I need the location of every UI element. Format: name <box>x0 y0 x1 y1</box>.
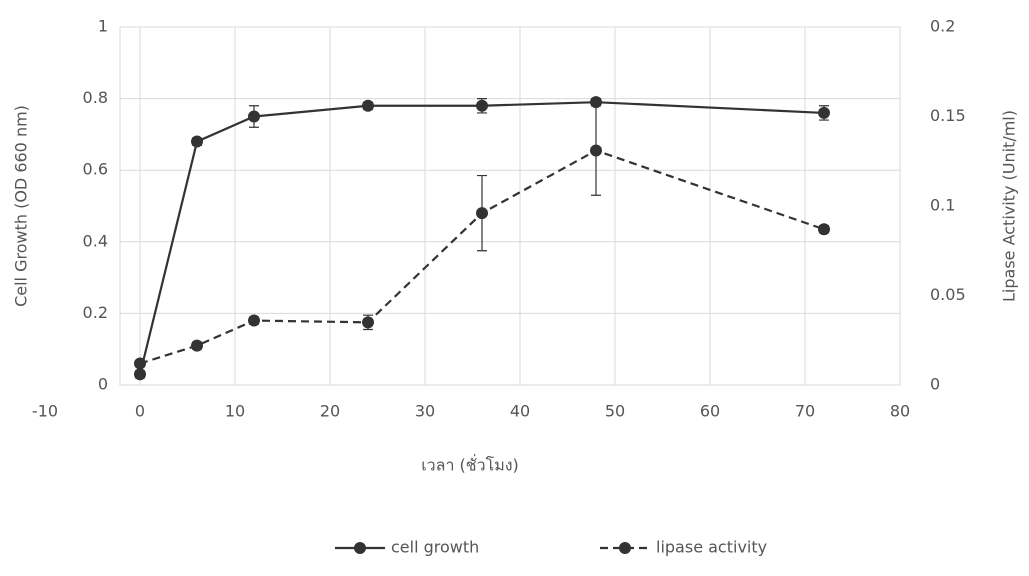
x-tick-label: 50 <box>605 402 625 421</box>
legend-marker <box>354 542 366 554</box>
y-tick-label: 0.6 <box>83 160 108 179</box>
data-point <box>818 107 830 119</box>
x-tick-label: 80 <box>890 402 910 421</box>
y2-tick-label: 0.1 <box>930 196 955 215</box>
legend-marker <box>619 542 631 554</box>
data-point <box>248 315 260 327</box>
x-tick-label: 30 <box>415 402 435 421</box>
data-point <box>362 100 374 112</box>
x-tick-label: 60 <box>700 402 720 421</box>
legend-label: cell growth <box>391 538 479 557</box>
y-tick-label: 1 <box>98 17 108 36</box>
y-tick-label: 0.8 <box>83 88 108 107</box>
y-tick-label: 0 <box>98 375 108 394</box>
x-tick-label: -10 <box>32 402 58 421</box>
data-point <box>191 136 203 148</box>
data-point <box>191 340 203 352</box>
data-point <box>476 207 488 219</box>
legend-label: lipase activity <box>656 538 767 557</box>
y2-tick-label: 0.15 <box>930 106 966 125</box>
x-tick-label: 20 <box>320 402 340 421</box>
data-point <box>818 223 830 235</box>
data-point <box>134 358 146 370</box>
data-point <box>476 100 488 112</box>
data-point <box>362 316 374 328</box>
y2-tick-label: 0.05 <box>930 285 966 304</box>
data-point <box>590 145 602 157</box>
x-axis-title: เวลา (ชั่วโมง) <box>421 454 519 475</box>
y2-tick-label: 0.2 <box>930 17 955 36</box>
y2-axis-title: Lipase Activity (Unit/ml) <box>1000 110 1019 302</box>
y2-tick-label: 0 <box>930 375 940 394</box>
x-tick-label: 0 <box>135 402 145 421</box>
y-axis-title: Cell Growth (OD 660 nm) <box>12 105 31 307</box>
y-tick-label: 0.2 <box>83 303 108 322</box>
plot-frame <box>120 27 900 385</box>
y-tick-label: 0.4 <box>83 231 108 250</box>
x-tick-label: 70 <box>795 402 815 421</box>
data-point <box>134 368 146 380</box>
data-point <box>248 111 260 123</box>
x-tick-label: 10 <box>225 402 245 421</box>
x-tick-label: 40 <box>510 402 530 421</box>
chart: Cell Growth (OD 660 nm) Lipase Activity … <box>0 0 1029 576</box>
